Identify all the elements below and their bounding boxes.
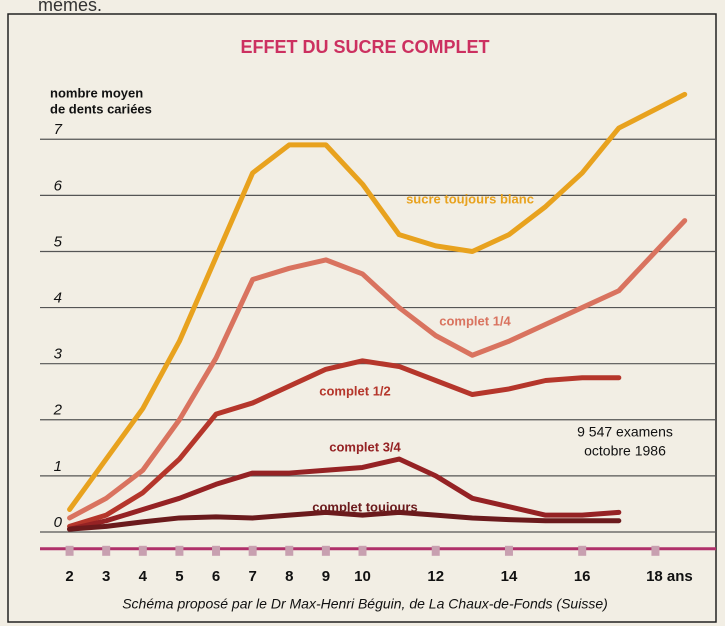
y-tick-label: 6 xyxy=(54,177,63,194)
y-tick-label: 2 xyxy=(53,402,63,419)
x-tick-label: 12 xyxy=(427,568,444,585)
x-tick-label: 14 xyxy=(501,568,518,585)
x-tick xyxy=(321,545,330,556)
series-label: sucre toujours blanc xyxy=(406,191,534,206)
y-tick-label: 0 xyxy=(54,514,63,531)
x-tick-label: 6 xyxy=(212,568,220,585)
annotation: octobre 1986 xyxy=(584,443,666,459)
x-tick-label: 2 xyxy=(65,568,73,585)
x-tick xyxy=(358,545,367,556)
x-tick-label: 8 xyxy=(285,568,293,585)
y-tick-label: 3 xyxy=(54,346,63,363)
x-tick xyxy=(504,545,513,556)
chart-title: EFFET DU SUCRE COMPLET xyxy=(240,37,489,57)
x-tick xyxy=(651,545,660,556)
x-tick xyxy=(102,545,111,556)
series-line xyxy=(67,91,688,513)
x-tick-label: 4 xyxy=(139,568,148,585)
x-tick xyxy=(212,545,221,556)
series-line xyxy=(67,358,622,529)
caption: Schéma proposé par le Dr Max-Henri Bégui… xyxy=(122,596,608,612)
y-tick-label: 7 xyxy=(54,121,63,138)
x-tick-label: 10 xyxy=(354,568,371,585)
x-tick-label: 7 xyxy=(248,568,256,585)
x-tick-label: 18 ans xyxy=(646,568,693,585)
series-label: complet 1/4 xyxy=(439,313,511,328)
y-tick-label: 5 xyxy=(54,233,63,250)
x-tick xyxy=(578,545,587,556)
x-tick xyxy=(431,545,440,556)
frame xyxy=(7,13,717,623)
series-label: complet 1/2 xyxy=(319,383,391,398)
top-text: mêmes. xyxy=(38,0,102,15)
x-tick-label: 9 xyxy=(322,568,330,585)
y-tick-label: 1 xyxy=(54,458,62,475)
x-tick xyxy=(175,545,184,556)
series-label: complet toujours xyxy=(312,499,417,514)
x-tick xyxy=(248,545,257,556)
x-tick xyxy=(65,545,74,556)
series-line xyxy=(67,218,688,521)
x-tick-label: 16 xyxy=(574,568,591,585)
annotation: 9 547 examens xyxy=(577,424,673,440)
x-tick-label: 5 xyxy=(175,568,183,585)
y-tick-label: 4 xyxy=(54,290,62,307)
series-line xyxy=(67,456,622,532)
y-axis-label: de dents cariées xyxy=(50,101,152,116)
x-tick xyxy=(138,545,147,556)
series-label: complet 3/4 xyxy=(329,439,401,454)
y-axis-label: nombre moyen xyxy=(50,85,143,100)
series-line xyxy=(67,509,622,532)
x-tick xyxy=(285,545,294,556)
x-tick-label: 3 xyxy=(102,568,110,585)
